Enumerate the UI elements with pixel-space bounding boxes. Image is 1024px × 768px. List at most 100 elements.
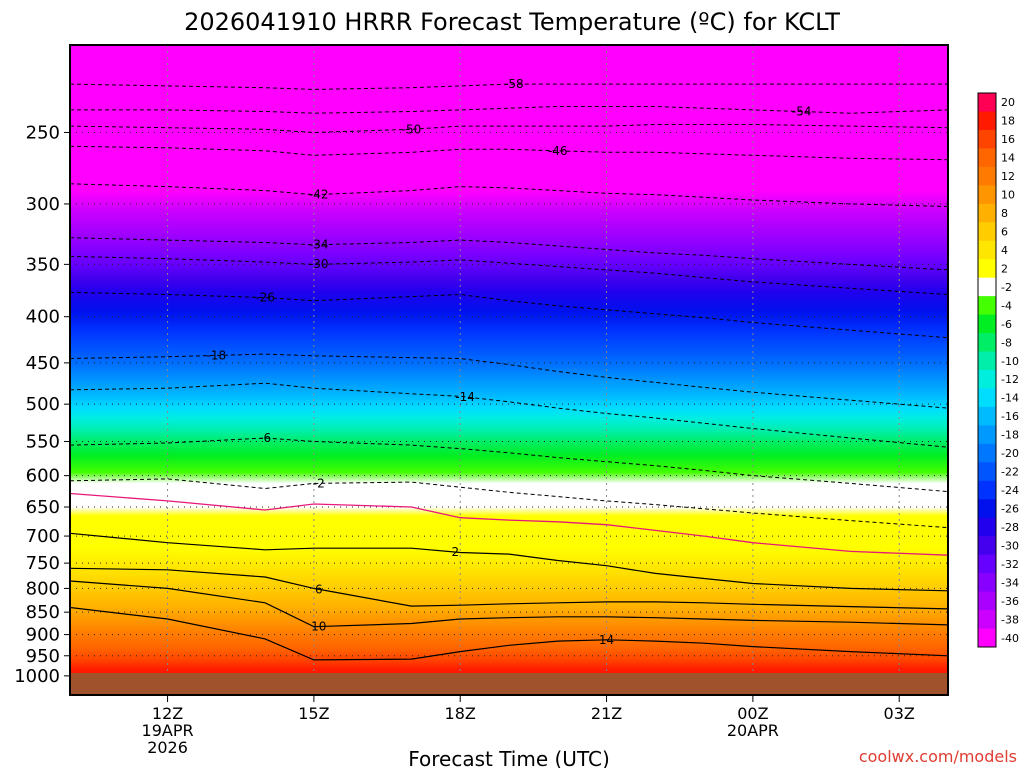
y-tick-label: 500 xyxy=(26,394,60,415)
isotherm-label: -42 xyxy=(309,187,329,201)
colorbar-label: 18 xyxy=(1001,115,1015,128)
colorbar-label: -32 xyxy=(1001,558,1019,571)
colorbar-swatch xyxy=(978,517,996,537)
colorbar-label: -10 xyxy=(1001,355,1019,368)
colorbar-label: 12 xyxy=(1001,170,1015,183)
y-tick-label: 450 xyxy=(26,353,60,374)
colorbar-label: -28 xyxy=(1001,521,1019,534)
colorbar-label: -24 xyxy=(1001,484,1019,497)
isotherm-line xyxy=(70,353,948,409)
x-axis-label: Forecast Time (UTC) xyxy=(408,747,610,768)
colorbar-label: 16 xyxy=(1001,133,1015,146)
colorbar-swatch xyxy=(978,259,996,279)
colorbar-swatch xyxy=(978,333,996,353)
isotherm-line xyxy=(70,492,948,556)
x-year-label: 2026 xyxy=(147,738,188,757)
colorbar-swatch xyxy=(978,314,996,334)
colorbar-label: 10 xyxy=(1001,189,1015,202)
colorbar: 20 18 16 14 12 10 8 6 4 2 -2 -4 -6 -8 -10 -12 -14 -16 -18 -… xyxy=(977,92,1019,648)
isotherm-line xyxy=(70,124,948,134)
isotherm-label: -2 xyxy=(313,476,325,490)
x-tick-label: 15Z xyxy=(298,704,329,723)
colorbar-swatch xyxy=(978,480,996,500)
colorbar-label: 2 xyxy=(1001,262,1008,275)
isotherm-line xyxy=(70,437,948,493)
colorbar-swatch xyxy=(978,499,996,519)
y-tick-label: 900 xyxy=(26,625,60,646)
y-tick-label: 350 xyxy=(26,254,60,275)
ground-level xyxy=(70,673,948,695)
isotherms: -58 -54 -50 -46 -42 -34 -30 -26 -18 -14 -6 -2 xyxy=(70,77,948,529)
colorbar-swatch xyxy=(978,406,996,426)
x-date-label: 20APR xyxy=(727,721,779,740)
isotherm-line xyxy=(70,606,948,661)
colorbar-label: -6 xyxy=(1001,318,1012,331)
isotherm-line xyxy=(70,291,948,339)
colorbar-swatch xyxy=(978,591,996,611)
isotherm-label: 10 xyxy=(311,620,326,634)
x-tick-label: 21Z xyxy=(591,704,622,723)
temperature-fill xyxy=(70,45,948,695)
colorbar-swatch xyxy=(978,628,996,648)
isotherm-label: -18 xyxy=(207,348,227,362)
y-tick-label: 700 xyxy=(26,526,60,547)
colorbar-swatch xyxy=(978,351,996,371)
isotherm-label: 6 xyxy=(315,582,323,596)
y-tick-label: 600 xyxy=(26,466,60,487)
isotherm-label: -30 xyxy=(309,257,329,271)
colorbar-swatch xyxy=(978,462,996,482)
x-date-label: 19APR xyxy=(142,721,194,740)
colorbar-swatch xyxy=(978,185,996,205)
isotherm-line xyxy=(70,237,948,271)
colorbar-label: -2 xyxy=(1001,281,1012,294)
colorbar-frame xyxy=(977,92,997,648)
colorbar-swatch xyxy=(978,203,996,223)
colorbar-swatch xyxy=(978,93,996,112)
warm-isotherms: 2 6 10 14 xyxy=(70,532,948,661)
colorbar-swatch xyxy=(978,222,996,242)
colorbar-label: -26 xyxy=(1001,503,1019,516)
isotherm-label: -14 xyxy=(455,390,475,404)
colorbar-label: 6 xyxy=(1001,226,1008,239)
isotherm-line xyxy=(70,382,948,448)
isotherm-label: 14 xyxy=(599,633,614,647)
colorbar-swatch xyxy=(978,277,996,297)
y-tick-label: 1000 xyxy=(14,666,60,687)
plot-area: -58 -54 -50 -46 -42 -34 -30 -26 -18 -14 -6 -2 2 6 10 1… xyxy=(70,45,948,695)
y-tick-label: 550 xyxy=(26,432,60,453)
x-tick-label: 18Z xyxy=(445,704,476,723)
colorbar-label: -18 xyxy=(1001,429,1019,442)
colorbar-swatch xyxy=(978,370,996,389)
isotherm-line xyxy=(70,478,948,529)
isotherm-label: -26 xyxy=(255,291,275,305)
isotherm-label: -50 xyxy=(402,122,422,136)
isotherm-line xyxy=(70,255,948,295)
isotherm-line xyxy=(70,106,948,114)
colorbar-label: -30 xyxy=(1001,539,1019,552)
y-tick-label: 400 xyxy=(26,307,60,328)
colorbar-label: -8 xyxy=(1001,336,1012,349)
y-tick-label: 950 xyxy=(26,646,60,667)
plot-frame xyxy=(69,44,949,696)
y-tick-label: 300 xyxy=(26,194,60,215)
freezing-line xyxy=(70,492,948,556)
y-tick-label: 800 xyxy=(26,578,60,599)
isotherm-label: -54 xyxy=(792,105,812,119)
colorbar-swatch xyxy=(978,296,996,316)
watermark: coolwx.com/models xyxy=(859,747,1017,766)
isotherm-label: -46 xyxy=(548,144,568,158)
colorbar-label: -12 xyxy=(1001,373,1019,386)
colorbar-swatch xyxy=(978,443,996,463)
colorbar-label: -4 xyxy=(1001,299,1012,312)
y-tick-label: 850 xyxy=(26,602,60,623)
isotherm-label: 2 xyxy=(452,545,460,559)
chart-title: 2026041910 HRRR Forecast Temperature (ºC… xyxy=(184,8,840,36)
colorbar-swatch xyxy=(978,111,996,131)
colorbar-label: -16 xyxy=(1001,410,1019,423)
colorbar-swatch xyxy=(978,388,996,408)
colorbar-label: -14 xyxy=(1001,392,1019,405)
x-tick-label: 12Z xyxy=(152,704,183,723)
y-tick-label: 650 xyxy=(26,497,60,518)
